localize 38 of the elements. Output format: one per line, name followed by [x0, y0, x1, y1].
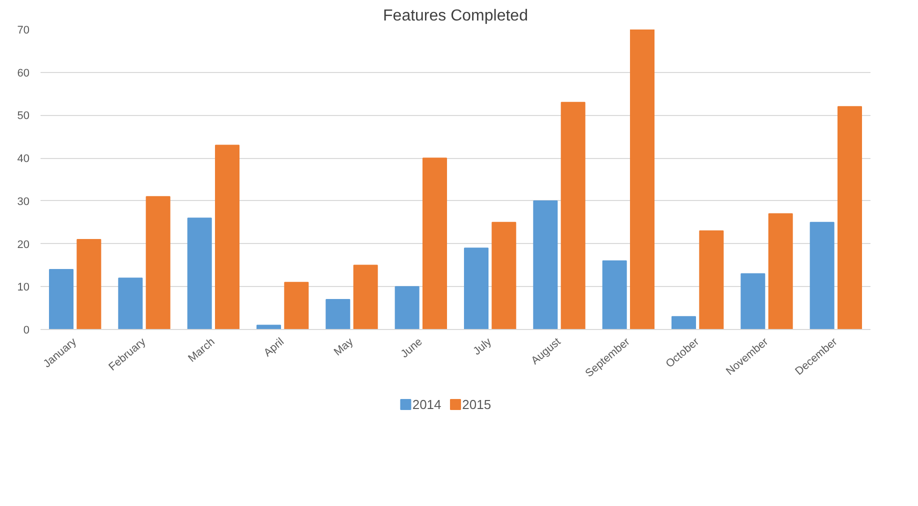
bar	[602, 260, 627, 330]
bar	[187, 218, 212, 330]
legend-label: 2015	[462, 397, 492, 412]
y-tick-label: 40	[17, 153, 30, 166]
bar	[326, 299, 350, 330]
x-tick-label: July	[471, 336, 494, 358]
bar	[810, 222, 834, 330]
bar	[284, 282, 309, 330]
chart-title: Features Completed	[383, 8, 528, 24]
bar	[464, 248, 489, 330]
bar	[118, 278, 143, 330]
bar	[699, 230, 724, 330]
y-tick-label: 30	[17, 196, 30, 208]
bar	[214, 144, 240, 330]
bar	[630, 30, 655, 330]
y-tick-label: 0	[23, 324, 30, 336]
bar	[76, 239, 102, 330]
bar	[740, 273, 766, 330]
x-tick-label: May	[332, 336, 356, 358]
bar	[422, 158, 448, 330]
bar	[671, 316, 696, 330]
y-tick-label: 70	[17, 24, 30, 36]
bar	[394, 286, 420, 330]
bar	[492, 222, 516, 330]
bar	[353, 264, 378, 330]
bar	[256, 324, 282, 330]
y-tick-label: 20	[17, 238, 30, 251]
y-tick-label: 10	[17, 282, 30, 294]
bar	[560, 102, 586, 330]
bar	[48, 269, 74, 330]
bar	[533, 200, 558, 330]
y-tick-label: 50	[17, 110, 30, 122]
legend-label: 2014	[412, 397, 442, 412]
bar	[837, 106, 862, 330]
x-tick-label: June	[398, 336, 425, 360]
bar	[768, 213, 793, 330]
y-tick-label: 60	[17, 67, 30, 80]
bar	[146, 196, 170, 330]
